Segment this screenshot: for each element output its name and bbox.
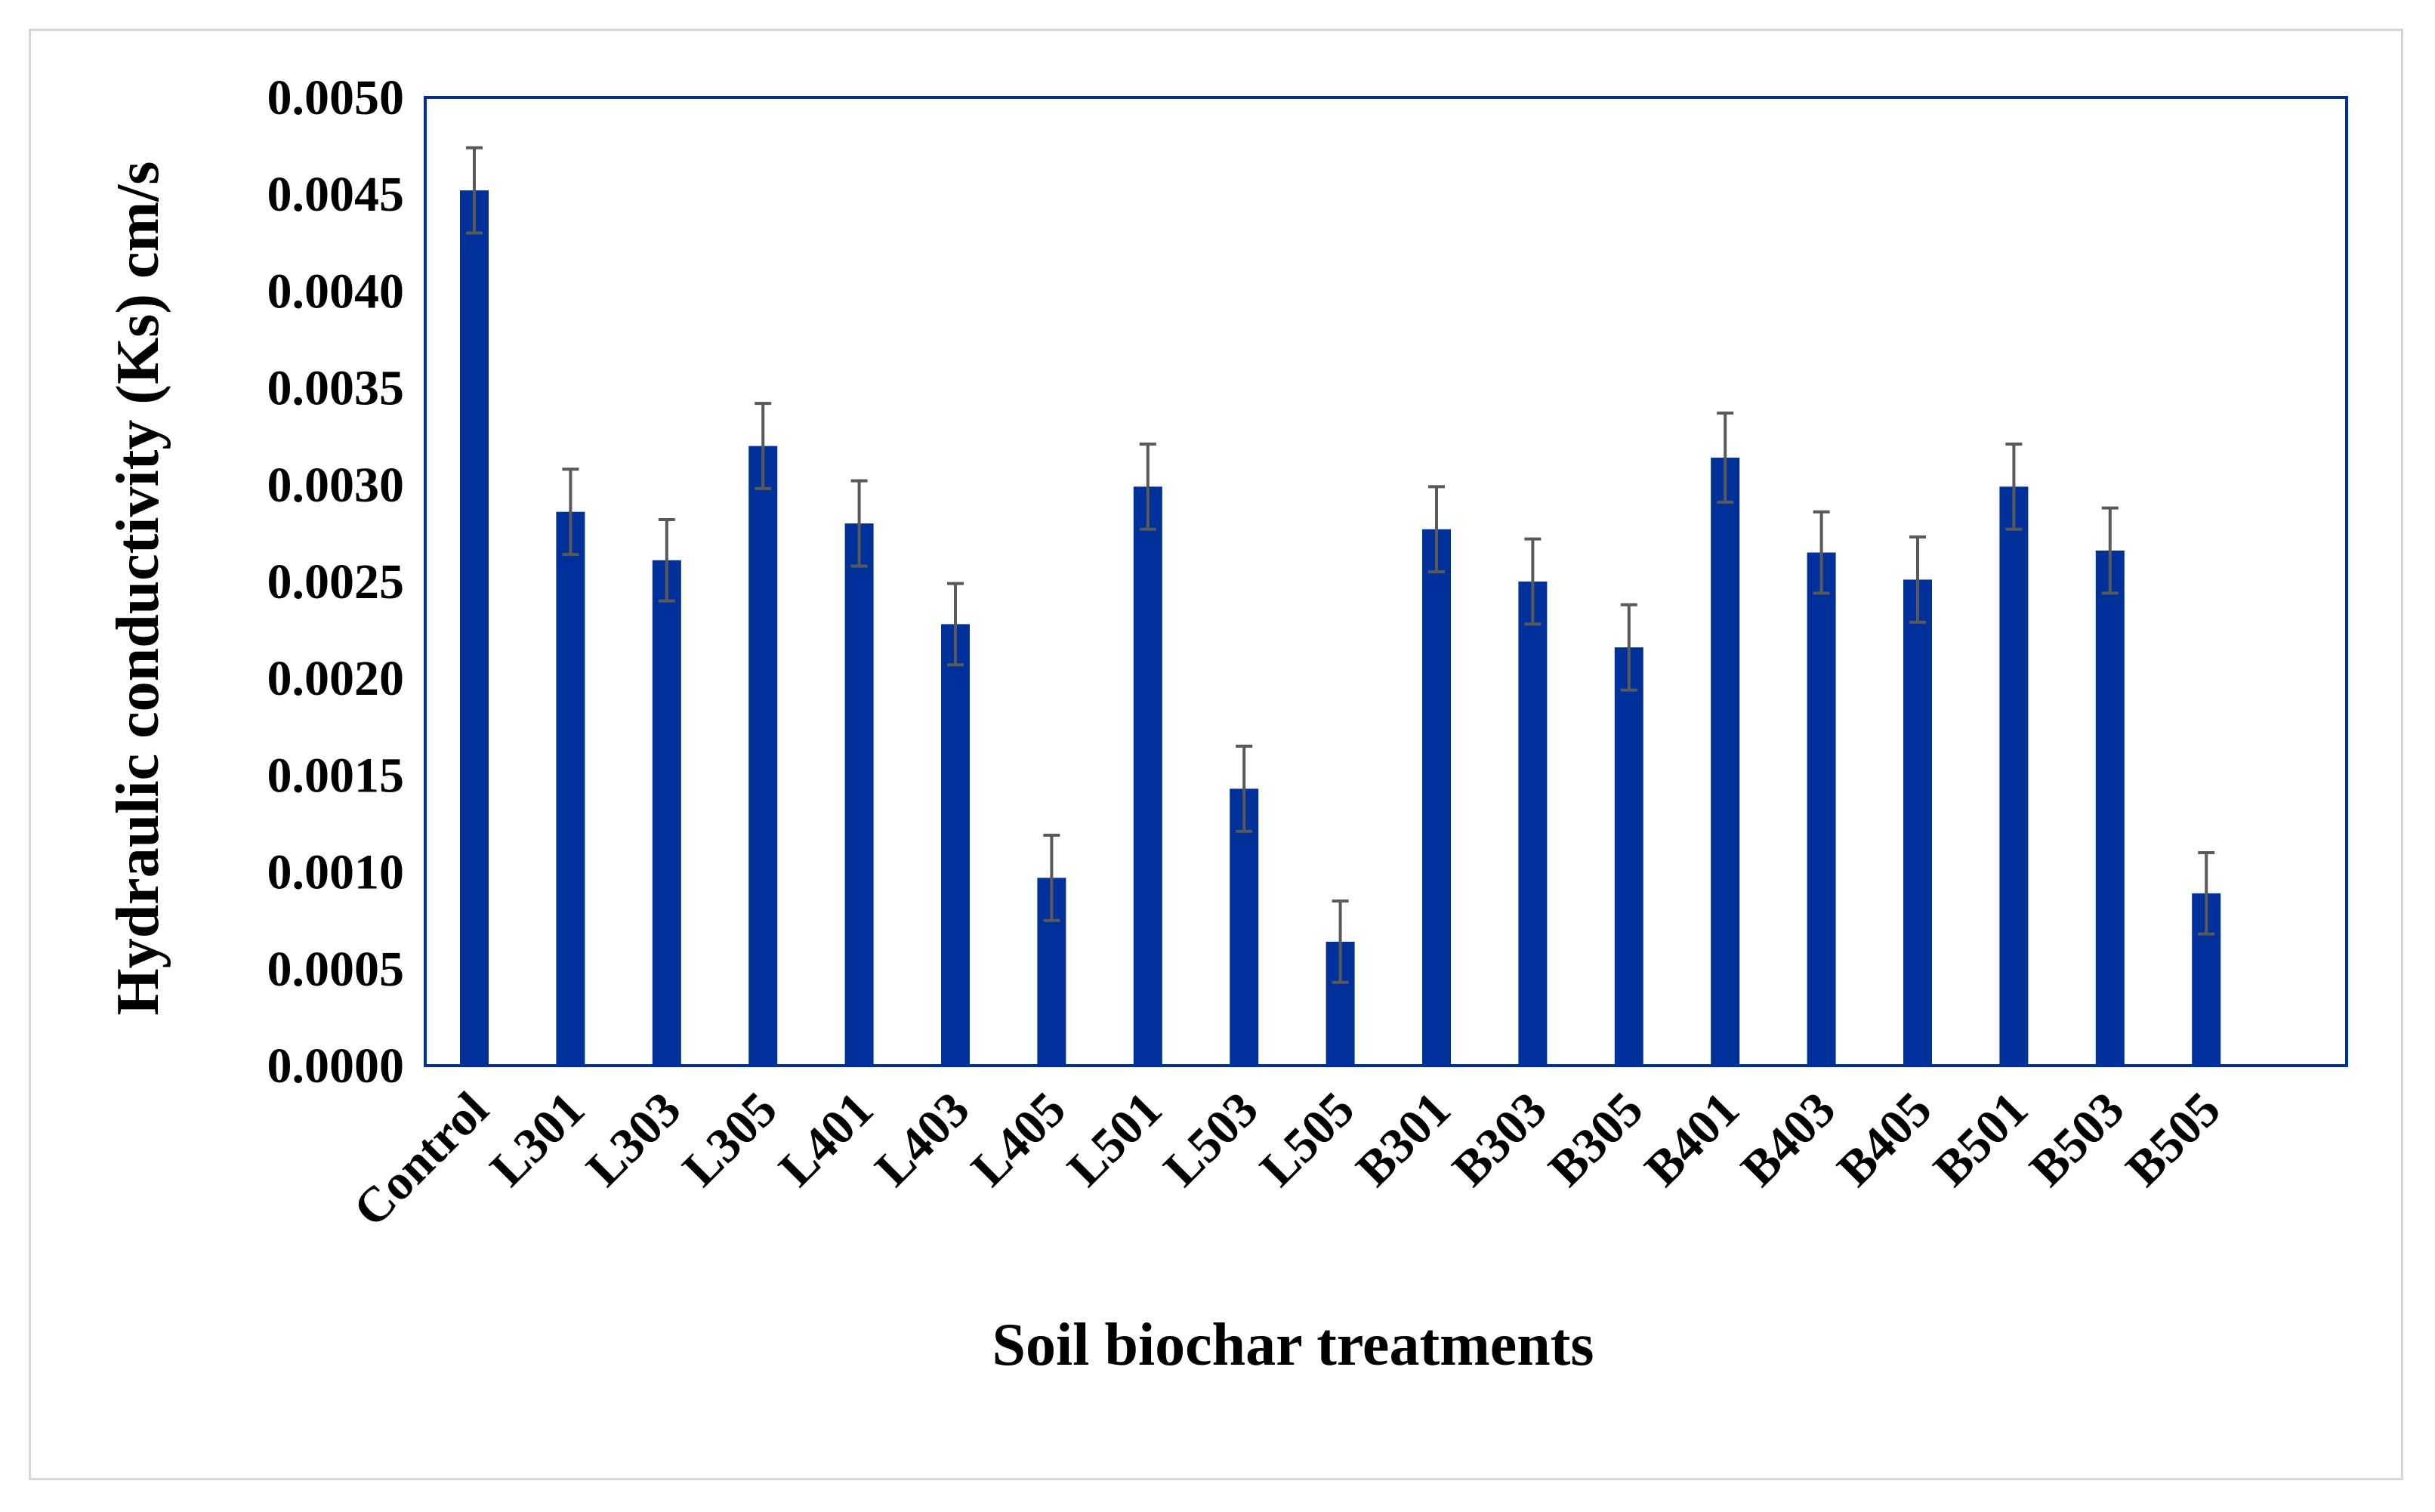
category-label: B401	[1634, 1082, 1750, 1197]
error-bars	[466, 146, 2215, 984]
bar	[1133, 486, 1162, 1066]
error-bar	[1428, 485, 1445, 574]
category-label: B403	[1730, 1082, 1846, 1197]
bar	[1614, 647, 1643, 1066]
y-tick-label: 0.0000	[267, 1038, 405, 1094]
category-label: B303	[1442, 1082, 1557, 1197]
y-tick-label: 0.0010	[267, 845, 405, 900]
x-axis: ControlL301L303L305L401L403L405L501L503L…	[343, 1082, 2231, 1237]
bar	[2095, 550, 2125, 1066]
chart-frame: 0.0000 0.0005 0.0010 0.0015 0.0020 0.0025 0.00…	[29, 29, 2403, 1480]
error-bar	[2101, 506, 2119, 595]
category-label: B503	[2020, 1082, 2135, 1197]
category-label: L303	[576, 1082, 692, 1197]
category-label: L405	[961, 1082, 1076, 1197]
category-label: Control	[343, 1082, 498, 1237]
y-tick-label: 0.0050	[267, 70, 405, 125]
category-label: L501	[1057, 1082, 1173, 1197]
bar-chart: 0.0000 0.0005 0.0010 0.0015 0.0020 0.0025 0.00…	[105, 70, 2348, 1378]
bar	[1230, 788, 1259, 1066]
error-bar	[1620, 603, 1637, 692]
category-label: L401	[768, 1082, 884, 1197]
error-bar	[947, 582, 964, 667]
error-bar	[2005, 442, 2023, 531]
error-bar	[1236, 744, 1253, 833]
error-bar	[658, 517, 675, 603]
x-axis-title: Soil biochar treatments	[992, 1312, 1594, 1378]
bar	[1422, 529, 1451, 1066]
y-tick-label: 0.0025	[267, 554, 405, 609]
y-tick-label: 0.0035	[267, 361, 405, 416]
category-label: B405	[1827, 1082, 1943, 1197]
bar	[1711, 457, 1740, 1066]
category-label: B505	[2116, 1082, 2231, 1197]
y-tick-label: 0.0015	[267, 748, 405, 803]
category-label: L505	[1249, 1082, 1365, 1197]
y-tick-label: 0.0045	[267, 167, 405, 222]
bar	[941, 624, 970, 1066]
bar	[460, 190, 489, 1066]
error-bar	[1813, 510, 1830, 595]
y-axis: 0.0000 0.0005 0.0010 0.0015 0.0020 0.0025 0.00…	[267, 70, 405, 1094]
category-label: B305	[1538, 1082, 1654, 1197]
bars	[460, 190, 2221, 1066]
category-label: B301	[1346, 1082, 1461, 1197]
bar	[1807, 552, 1836, 1066]
error-bar	[850, 479, 868, 568]
error-bar	[1909, 535, 1926, 624]
bar	[1999, 486, 2029, 1066]
error-bar	[1332, 899, 1349, 984]
bar	[1518, 582, 1548, 1066]
y-axis-title: Hydraulic conductivity (Ks) cm/s	[105, 161, 171, 1015]
category-label: L503	[1153, 1082, 1269, 1197]
category-label: L301	[480, 1082, 595, 1197]
error-bar	[2198, 850, 2215, 936]
plot-area	[424, 96, 2348, 1067]
bar	[556, 511, 585, 1066]
error-bar	[562, 467, 579, 557]
category-label: B501	[1923, 1082, 2038, 1197]
plot-border	[424, 96, 2348, 1067]
bar	[652, 560, 681, 1066]
error-bar	[1139, 442, 1156, 531]
bar	[844, 523, 874, 1066]
y-tick-label: 0.0020	[267, 651, 405, 706]
y-tick-label: 0.0030	[267, 458, 405, 513]
y-tick-label: 0.0040	[267, 264, 405, 319]
error-bar	[755, 402, 772, 490]
bar	[748, 446, 778, 1066]
error-bar	[1043, 833, 1060, 922]
error-bar	[1524, 537, 1542, 626]
bar	[1903, 579, 1932, 1066]
category-label: L403	[865, 1082, 980, 1197]
error-bar	[466, 146, 483, 235]
category-label: L305	[672, 1082, 788, 1197]
y-tick-label: 0.0005	[267, 942, 405, 997]
error-bar	[1717, 411, 1734, 504]
